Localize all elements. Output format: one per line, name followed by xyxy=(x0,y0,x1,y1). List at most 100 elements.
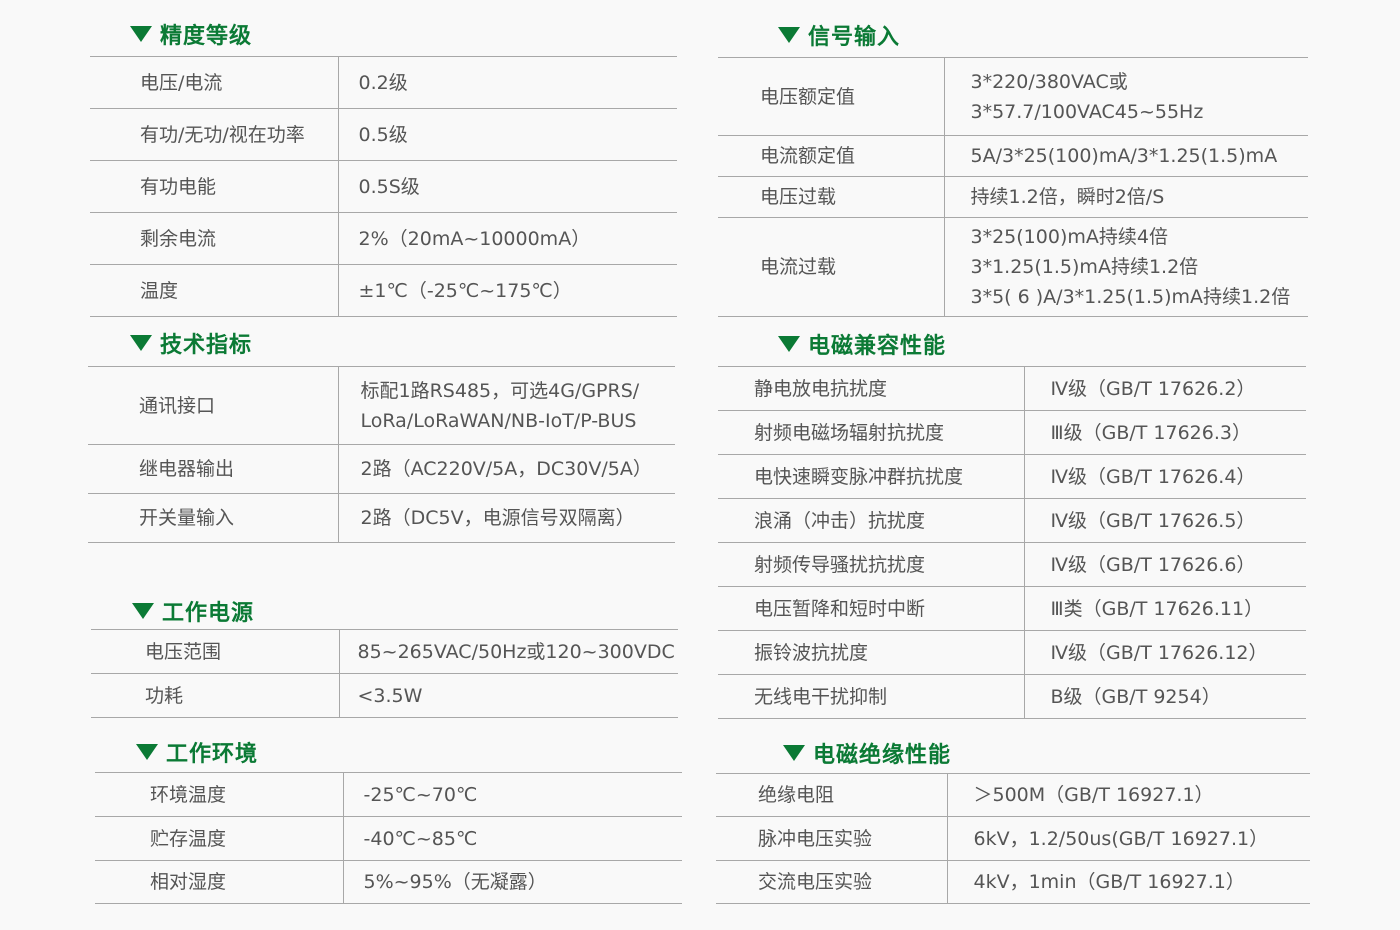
table-row: 相对湿度 5%~95%（无凝露） xyxy=(95,860,682,904)
row-value: 6kV，1.2/50us(GB/T 16927.1） xyxy=(947,816,1310,861)
triangle-down-icon xyxy=(130,335,152,351)
section-title: 工作电源 xyxy=(162,601,255,626)
table-row: 有功电能 0.5S级 xyxy=(90,160,677,213)
triangle-down-icon xyxy=(132,603,154,619)
table-row: 无线电干扰抑制 B级（GB/T 9254） xyxy=(718,674,1306,719)
row-label: 电压过载 xyxy=(718,176,945,218)
row-value-line: <3.5W xyxy=(357,684,423,707)
row-value-line: Ⅳ级（GB/T 17626.2） xyxy=(1050,377,1256,400)
table-row: 电压额定值 3*220/380VAC或 3*57.7/100VAC45~55Hz xyxy=(718,57,1308,136)
table-row: 射频电磁场辐射抗扰度 Ⅲ级（GB/T 17626.3） xyxy=(718,410,1306,455)
row-label: 振铃波抗扰度 xyxy=(718,630,1025,675)
row-value: Ⅳ级（GB/T 17626.2） xyxy=(1024,366,1306,411)
row-value: Ⅳ级（GB/T 17626.5） xyxy=(1024,498,1306,543)
row-label: 电流过载 xyxy=(718,217,945,317)
row-value-line: 3*220/380VAC或 xyxy=(970,70,1128,93)
row-label: 射频传导骚扰抗扰度 xyxy=(718,542,1025,587)
row-value: 2%（20mA~10000mA） xyxy=(338,212,677,265)
section-title: 信号输入 xyxy=(808,25,901,50)
table-row: 浪涌（冲击）抗扰度 Ⅳ级（GB/T 17626.5） xyxy=(718,498,1306,543)
row-value: 0.5级 xyxy=(338,108,677,161)
emc-table: 静电放电抗扰度 Ⅳ级（GB/T 17626.2） 射频电磁场辐射抗扰度 Ⅲ级（GB… xyxy=(718,366,1306,719)
table-row: 通讯接口 标配1路RS485，可选4G/GPRS/LoRa/LoRaWAN/NB… xyxy=(88,366,675,445)
row-value: ＞500M（GB/T 16927.1） xyxy=(947,773,1310,817)
row-label: 环境温度 xyxy=(95,772,344,817)
emc-header: 电磁兼容性能 xyxy=(778,329,946,359)
row-value: 2路（AC220V/5A，DC30V/5A） xyxy=(338,444,675,494)
table-row: 静电放电抗扰度 Ⅳ级（GB/T 17626.2） xyxy=(718,366,1306,411)
row-value: Ⅳ级（GB/T 17626.4） xyxy=(1024,454,1306,499)
row-label: 脉冲电压实验 xyxy=(716,816,948,861)
row-value: 持续1.2倍，瞬时2倍/S xyxy=(944,176,1308,218)
row-label: 静电放电抗扰度 xyxy=(718,366,1025,411)
table-row: 开关量输入 2路（DC5V，电源信号双隔离） xyxy=(88,493,675,543)
triangle-down-icon xyxy=(130,26,152,42)
table-row: 剩余电流 2%（20mA~10000mA） xyxy=(90,212,677,265)
row-label: 有功电能 xyxy=(90,160,339,213)
row-value-line: Ⅳ级（GB/T 17626.6） xyxy=(1050,553,1256,576)
row-value-line: 2路（DC5V，电源信号双隔离） xyxy=(360,507,635,529)
table-row: 射频传导骚扰抗扰度 Ⅳ级（GB/T 17626.6） xyxy=(718,542,1306,587)
table-row: 电流过载 3*25(100)mA持续4倍 3*1.25(1.5)mA持续1.2倍 3… xyxy=(718,217,1308,317)
section-title: 工作环境 xyxy=(166,742,259,767)
row-label: 无线电干扰抑制 xyxy=(718,674,1025,719)
row-label: 浪涌（冲击）抗扰度 xyxy=(718,498,1025,543)
row-value-line: Ⅲ级（GB/T 17626.3） xyxy=(1050,421,1251,444)
table-row: 贮存温度 -40℃~85℃ xyxy=(95,816,682,861)
row-value-line: Ⅳ级（GB/T 17626.12） xyxy=(1050,641,1268,664)
row-value: 2路（DC5V，电源信号双隔离） xyxy=(338,493,675,543)
row-label: 温度 xyxy=(90,264,339,317)
insulation-table: 绝缘电阻 ＞500M（GB/T 16927.1） 脉冲电压实验 6kV，1.2/5… xyxy=(716,773,1310,904)
section-title: 技术指标 xyxy=(160,333,253,358)
row-value-line: 6kV，1.2/50us(GB/T 16927.1） xyxy=(973,827,1269,850)
row-value: 85~265VAC/50Hz或120~300VDC xyxy=(339,629,678,674)
row-value-line: 5A/3*25(100)mA/3*1.25(1.5)mA xyxy=(970,145,1278,167)
row-value: -25℃~70℃ xyxy=(343,772,682,817)
row-value-line: 标配1路RS485，可选4G/GPRS/ xyxy=(360,379,640,402)
row-value-line: 3*1.25(1.5)mA持续1.2倍 xyxy=(970,256,1199,278)
section-title: 电磁兼容性能 xyxy=(808,334,947,359)
triangle-down-icon xyxy=(778,27,800,43)
table-row: 交流电压实验 4kV，1min（GB/T 16927.1） xyxy=(716,860,1310,904)
row-label: 电压/电流 xyxy=(90,56,339,109)
row-value-line: Ⅳ级（GB/T 17626.5） xyxy=(1050,509,1256,532)
triangle-down-icon xyxy=(783,745,805,761)
table-row: 振铃波抗扰度 Ⅳ级（GB/T 17626.12） xyxy=(718,630,1306,675)
table-row: 环境温度 -25℃~70℃ xyxy=(95,772,682,817)
row-value-line: B级（GB/T 9254） xyxy=(1050,685,1221,708)
row-value-line: 0.2级 xyxy=(358,71,408,94)
row-value-line: 3*57.7/100VAC45~55Hz xyxy=(970,100,1204,123)
row-value: 标配1路RS485，可选4G/GPRS/LoRa/LoRaWAN/NB-IoT/… xyxy=(338,366,675,445)
row-label: 绝缘电阻 xyxy=(716,773,948,817)
row-value: 5A/3*25(100)mA/3*1.25(1.5)mA xyxy=(944,135,1308,177)
row-label: 电流额定值 xyxy=(718,135,945,177)
row-value-line: 0.5S级 xyxy=(358,175,420,198)
row-value: 0.2级 xyxy=(338,56,677,109)
precision-header: 精度等级 xyxy=(130,19,252,49)
row-value-line: 3*5( 6 )A/3*1.25(1.5)mA持续1.2倍 xyxy=(970,286,1291,308)
triangle-down-icon xyxy=(778,336,800,352)
row-value-line: ＞500M（GB/T 16927.1） xyxy=(973,784,1214,806)
row-label: 射频电磁场辐射抗扰度 xyxy=(718,410,1025,455)
row-label: 电压暂降和短时中断 xyxy=(718,586,1025,631)
technical-header: 技术指标 xyxy=(130,328,252,358)
row-label: 交流电压实验 xyxy=(716,860,948,904)
row-label: 电压范围 xyxy=(91,629,340,674)
environment-table: 环境温度 -25℃~70℃ 贮存温度 -40℃~85℃ 相对湿度 5%~95%（无凝… xyxy=(95,772,682,904)
row-value: 4kV，1min（GB/T 16927.1） xyxy=(947,860,1310,904)
row-value: 5%~95%（无凝露） xyxy=(343,860,682,904)
insulation-header: 电磁绝缘性能 xyxy=(783,738,951,768)
table-row: 电压过载 持续1.2倍，瞬时2倍/S xyxy=(718,176,1308,218)
row-label: 相对湿度 xyxy=(95,860,344,904)
row-label: 开关量输入 xyxy=(88,493,339,543)
row-value-line: Ⅲ类（GB/T 17626.11） xyxy=(1050,597,1264,620)
table-row: 电快速瞬变脉冲群抗扰度 Ⅳ级（GB/T 17626.4） xyxy=(718,454,1306,499)
row-value: 3*25(100)mA持续4倍 3*1.25(1.5)mA持续1.2倍 3*5( 6… xyxy=(944,217,1308,317)
table-row: 绝缘电阻 ＞500M（GB/T 16927.1） xyxy=(716,773,1310,817)
row-value: <3.5W xyxy=(339,673,678,718)
table-row: 温度 ±1℃（-25℃~175℃） xyxy=(90,264,677,317)
row-value-line: 3*25(100)mA持续4倍 xyxy=(970,226,1168,248)
row-value-line: 0.5级 xyxy=(358,123,408,146)
row-value: 3*220/380VAC或 3*57.7/100VAC45~55Hz xyxy=(944,57,1308,136)
row-value-line: LoRa/LoRaWAN/NB-IoT/P-BUS xyxy=(360,409,637,432)
